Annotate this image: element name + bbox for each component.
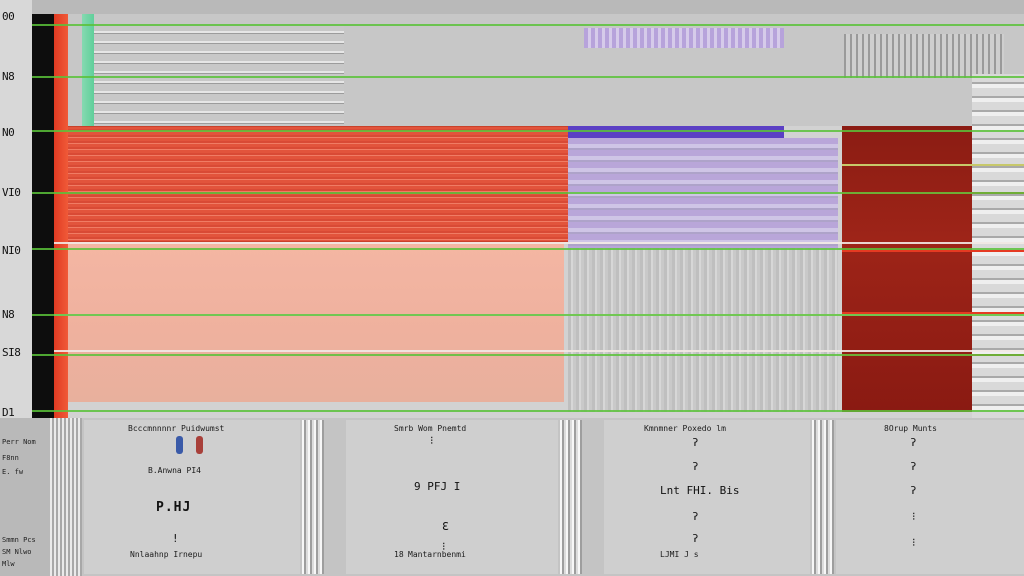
marker-glyph: ⁝	[912, 510, 916, 523]
axis-tick: D1	[2, 406, 15, 419]
right-track-top[interactable]	[844, 34, 1004, 78]
legend: Perr Nom F8nn E. fw Smmn Pcs SM Nlwo Mlw	[0, 418, 50, 576]
person-icon	[176, 436, 183, 454]
marker-glyph: ʔ	[910, 436, 917, 449]
summary-panel-row: Perr Nom F8nn E. fw Smmn Pcs SM Nlwo Mlw…	[0, 418, 1024, 576]
marker-glyph: ʔ	[692, 436, 699, 449]
panel-separator	[812, 420, 834, 574]
summary-card[interactable]: Smrb Wom Pnemtd ⁝ 9 PFJ I ℇ ⁝ 18 Mantarn…	[346, 420, 558, 574]
red-region[interactable]	[58, 126, 570, 242]
red-edge-marker	[54, 14, 68, 418]
legend-item: Perr Nom	[2, 438, 36, 446]
gridline	[32, 130, 1024, 132]
card-subtitle: B.Anwna PI4	[148, 466, 201, 475]
panel-separator	[560, 420, 582, 574]
summary-card[interactable]: Bcccmnnnnr Puidwumst B.Anwna PI4 P.HJ ! …	[84, 420, 300, 574]
maroon-region[interactable]	[842, 126, 972, 412]
marker-glyph: ʔ	[910, 484, 917, 497]
purple-header-bar[interactable]	[568, 126, 784, 138]
card-value: 9 PFJ I	[414, 480, 461, 493]
gridline	[32, 314, 1024, 316]
detail-lane[interactable]	[94, 24, 344, 124]
gridline	[32, 354, 1024, 356]
marker-glyph: ʔ	[910, 460, 917, 473]
card-title: 8Orup Munts	[884, 424, 937, 433]
legend-item: Mlw	[2, 560, 15, 568]
side-scroll-track[interactable]	[972, 74, 1024, 418]
gridline	[32, 410, 1024, 412]
marker-glyph: !	[172, 532, 179, 545]
divider-line	[54, 350, 1024, 352]
card-footer: Nnlaahnp Irnepu	[130, 550, 203, 559]
yellow-marker-line	[842, 164, 1024, 166]
axis-tick: NI0	[2, 244, 21, 257]
summary-card[interactable]: 8Orup Munts ʔ ʔ ʔ ⁝ ⁝	[836, 420, 1024, 574]
gridline	[32, 24, 1024, 26]
marker-glyph: ⁝	[430, 434, 434, 447]
legend-scrollbar[interactable]	[50, 418, 82, 576]
card-footer-prefix: 18	[394, 550, 404, 559]
divider-line	[54, 242, 1024, 244]
legend-item: E. fw	[2, 468, 24, 476]
card-footer: LJMI J s	[660, 550, 699, 559]
axis-tick: N8	[2, 308, 15, 321]
y-axis: 00 N8 N0 VI0 NI0 N8 SI8 D1	[0, 0, 32, 420]
axis-gutter	[32, 14, 54, 418]
legend-item: F8nn	[2, 454, 19, 462]
marker-glyph: ℇ	[442, 520, 449, 533]
green-edge-marker	[82, 14, 94, 126]
marker-glyph: ʔ	[692, 460, 699, 473]
timeline-canvas[interactable]	[54, 14, 1024, 418]
lilac-track-top[interactable]	[584, 28, 784, 48]
salmon-region[interactable]	[58, 242, 564, 402]
person-icon	[196, 436, 203, 454]
legend-item: Smmn Pcs	[2, 536, 36, 544]
axis-tick: 00	[2, 10, 15, 23]
axis-tick: N0	[2, 126, 15, 139]
gridline	[32, 248, 1024, 250]
card-title: Bcccmnnnnr Puidwumst	[128, 424, 225, 433]
red-marker-line	[842, 312, 1024, 314]
summary-card[interactable]: Kmnmner Poxedo lm ʔ ʔ Lnt FHI. Bis ʔ ʔ L…	[604, 420, 810, 574]
gridline	[32, 192, 1024, 194]
axis-tick: N8	[2, 70, 15, 83]
card-footer: Mantarnbenmi	[408, 550, 466, 559]
legend-item: SM Nlwo	[2, 548, 32, 556]
card-title: Smrb Wom Pnemtd	[394, 424, 467, 433]
gridline	[32, 76, 1024, 78]
card-title: Kmnmner Poxedo lm	[644, 424, 726, 433]
axis-tick: SI8	[2, 346, 21, 359]
marker-glyph: ⁝	[912, 536, 916, 549]
marker-glyph: ʔ	[692, 532, 699, 545]
card-value: Lnt FHI. Bis	[660, 484, 740, 497]
red-marker-line	[842, 250, 1024, 252]
marker-glyph: ⁝	[442, 540, 446, 553]
marker-glyph: ʔ	[692, 510, 699, 523]
grey-hatch-region[interactable]	[568, 248, 838, 412]
panel-separator	[302, 420, 324, 574]
axis-tick: VI0	[2, 186, 21, 199]
card-value: P.HJ	[156, 500, 192, 515]
